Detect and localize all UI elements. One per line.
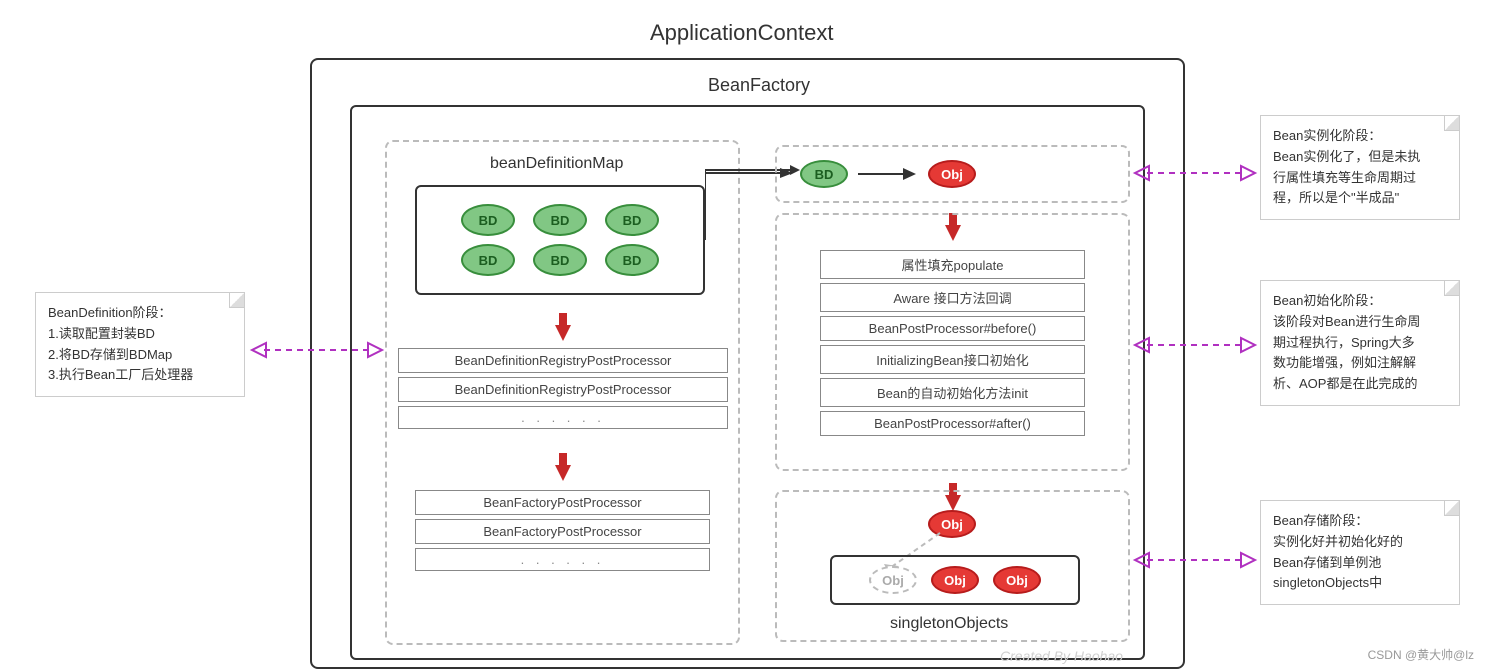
dots-box: . . . . . . [398,406,728,429]
note-line: 2.将BD存储到BDMap [48,345,232,366]
bd-oval: BD [533,204,587,236]
init-step: Aware 接口方法回调 [820,283,1085,312]
purple-arrow-r3 [1135,545,1255,580]
bd-container: BD BD BD BD BD BD [415,185,705,295]
red-arrow-icon [555,325,571,341]
note-line: 1.读取配置封装BD [48,324,232,345]
note-line: 数功能增强，例如注解解 [1273,353,1447,374]
purple-arrow-left [252,335,382,370]
note-r3: Bean存储阶段： 实例化好并初始化好的 Bean存储到单例池 singleto… [1260,500,1460,605]
init-step: InitializingBean接口初始化 [820,345,1085,374]
bd-oval-small: BD [800,160,848,188]
obj-oval-gray: Obj [869,566,917,594]
note-line: 析、AOP都是在此完成的 [1273,374,1447,395]
processor-box: BeanDefinitionRegistryPostProcessor [398,377,728,402]
init-step: Bean的自动初始化方法init [820,378,1085,407]
processor-box: BeanFactoryPostProcessor [415,490,710,515]
note-line: 实例化好并初始化好的 [1273,532,1447,553]
init-step: 属性填充populate [820,250,1085,279]
note-line: Bean存储阶段： [1273,511,1447,532]
black-arrow-icon [858,164,918,184]
note-line: Bean存储到单例池 [1273,553,1447,574]
bd-oval: BD [605,244,659,276]
note-line: 该阶段对Bean进行生命周 [1273,312,1447,333]
app-context-title: ApplicationContext [650,20,833,46]
processor-box: BeanDefinitionRegistryPostProcessor [398,348,728,373]
note-left: BeanDefinition阶段： 1.读取配置封装BD 2.将BD存储到BDM… [35,292,245,397]
bd-oval: BD [461,244,515,276]
purple-arrow-r2 [1135,330,1255,365]
note-line: 期过程执行，Spring大多 [1273,333,1447,354]
note-line: Bean初始化阶段： [1273,291,1447,312]
red-arrow-icon [555,465,571,481]
obj-oval-red: Obj [928,160,976,188]
note-line: 行属性填充等生命周期过 [1273,168,1447,189]
obj-oval-red: Obj [931,566,979,594]
bd-to-obj-row: BD Obj [800,160,976,188]
processor-box: BeanFactoryPostProcessor [415,519,710,544]
registry-processors: BeanDefinitionRegistryPostProcessor Bean… [398,348,728,433]
bd-oval: BD [461,204,515,236]
note-line: Bean实例化阶段： [1273,126,1447,147]
singleton-title: singletonObjects [890,615,1008,633]
singleton-container: Obj Obj Obj [830,555,1080,605]
note-line: singletonObjects中 [1273,573,1447,594]
purple-arrow-r1 [1135,158,1255,193]
note-line: 程，所以是个"半成品" [1273,188,1447,209]
dots-box: . . . . . . [415,548,710,571]
note-r2: Bean初始化阶段： 该阶段对Bean进行生命周 期过程执行，Spring大多 … [1260,280,1460,406]
created-by: Created By Haohao [1000,648,1123,664]
init-step: BeanPostProcessor#after() [820,411,1085,436]
csdn-watermark: CSDN @黄大帅@lz [1368,646,1474,663]
init-steps: 属性填充populate Aware 接口方法回调 BeanPostProces… [820,250,1085,440]
bean-factory-label: BeanFactory [700,75,818,96]
bd-oval: BD [533,244,587,276]
factory-processors: BeanFactoryPostProcessor BeanFactoryPost… [415,490,710,575]
bd-oval: BD [605,204,659,236]
bdmap-title: beanDefinitionMap [490,155,623,173]
note-line: BeanDefinition阶段： [48,303,232,324]
init-step: BeanPostProcessor#before() [820,316,1085,341]
note-r1: Bean实例化阶段： Bean实例化了，但是未执 行属性填充等生命周期过 程，所… [1260,115,1460,220]
note-line: 3.执行Bean工厂后处理器 [48,365,232,386]
obj-oval-red: Obj [993,566,1041,594]
note-line: Bean实例化了，但是未执 [1273,147,1447,168]
